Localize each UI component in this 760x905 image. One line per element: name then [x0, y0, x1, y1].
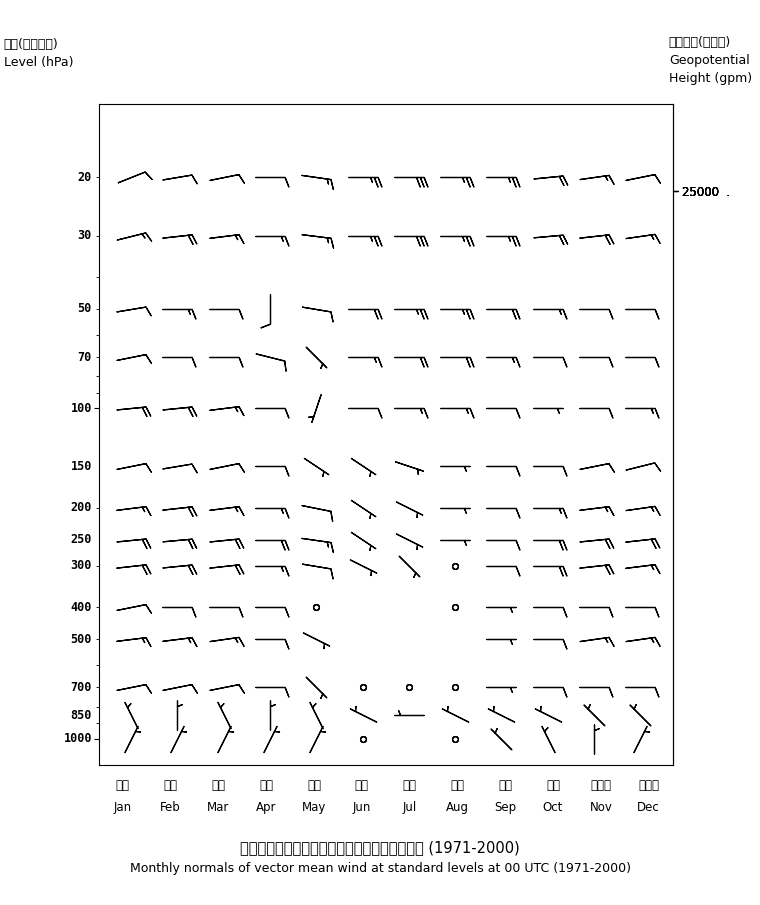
Text: 各標準層於協調世界時零時的正常月平均矢量風 (1971-2000): 各標準層於協調世界時零時的正常月平均矢量風 (1971-2000) — [240, 840, 520, 855]
Text: 六月: 六月 — [355, 779, 369, 792]
Text: 200: 200 — [71, 501, 92, 514]
Text: 五月: 五月 — [307, 779, 321, 792]
Text: 四月: 四月 — [259, 779, 273, 792]
Text: 一月: 一月 — [116, 779, 130, 792]
Text: 八月: 八月 — [451, 779, 464, 792]
Text: 位勢高度(位勢米): 位勢高度(位勢米) — [669, 36, 731, 49]
Text: Mar: Mar — [207, 801, 230, 814]
Text: 1000: 1000 — [63, 732, 92, 745]
Text: Height (gpm): Height (gpm) — [669, 72, 752, 85]
Text: 十月: 十月 — [546, 779, 560, 792]
Text: 250: 250 — [71, 533, 92, 547]
Text: Jan: Jan — [114, 801, 131, 814]
Text: 700: 700 — [71, 681, 92, 694]
Text: 500: 500 — [71, 633, 92, 645]
Text: Level (hPa): Level (hPa) — [4, 56, 73, 69]
Text: 三月: 三月 — [211, 779, 226, 792]
Text: Oct: Oct — [543, 801, 563, 814]
Text: 十一月: 十一月 — [591, 779, 611, 792]
Text: Geopotential: Geopotential — [669, 54, 749, 67]
Text: 50: 50 — [78, 302, 92, 315]
Text: 70: 70 — [78, 350, 92, 364]
Text: 九月: 九月 — [499, 779, 512, 792]
Text: 十二月: 十二月 — [638, 779, 659, 792]
Text: 150: 150 — [71, 460, 92, 473]
Text: Feb: Feb — [160, 801, 181, 814]
Text: Jul: Jul — [403, 801, 416, 814]
Text: Dec: Dec — [638, 801, 660, 814]
Text: 二月: 二月 — [163, 779, 178, 792]
Text: Apr: Apr — [256, 801, 277, 814]
Text: May: May — [302, 801, 326, 814]
Text: 30: 30 — [78, 229, 92, 242]
Text: 300: 300 — [71, 559, 92, 572]
Text: Nov: Nov — [590, 801, 613, 814]
Text: 七月: 七月 — [403, 779, 416, 792]
Text: Jun: Jun — [353, 801, 371, 814]
Text: 高度(百帕斯卡): 高度(百帕斯卡) — [4, 38, 59, 51]
Text: Monthly normals of vector mean wind at standard levels at 00 UTC (1971-2000): Monthly normals of vector mean wind at s… — [129, 862, 631, 874]
Text: 850: 850 — [71, 709, 92, 722]
Text: 400: 400 — [71, 601, 92, 614]
Text: 100: 100 — [71, 402, 92, 414]
Text: Aug: Aug — [446, 801, 469, 814]
Text: 20: 20 — [78, 171, 92, 184]
Text: Sep: Sep — [494, 801, 516, 814]
